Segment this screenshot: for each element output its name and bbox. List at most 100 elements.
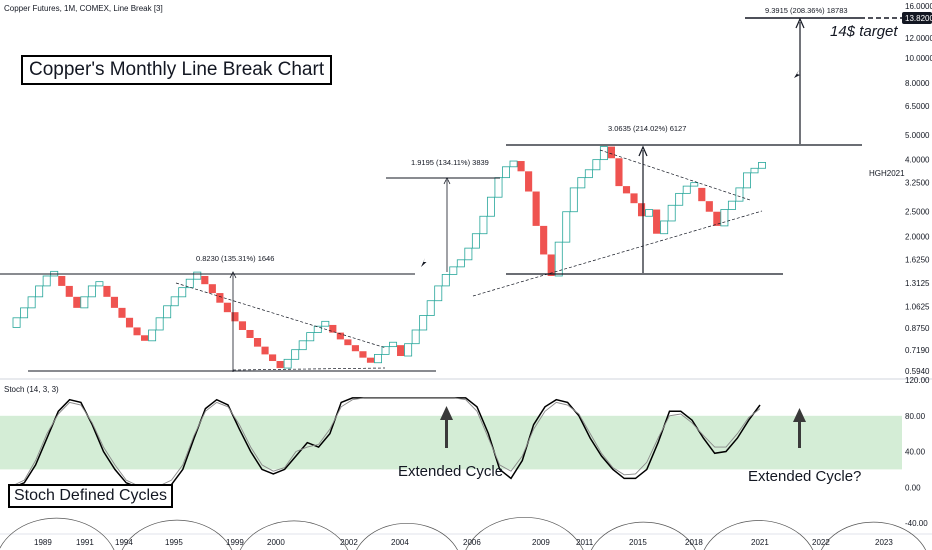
down-brick — [653, 209, 661, 234]
dashed-base-1 — [232, 367, 386, 371]
time-tick-label: 2022 — [812, 538, 830, 547]
last-price-tag — [902, 12, 932, 24]
cycle-arc — [465, 516, 584, 550]
up-brick — [486, 196, 495, 217]
stoch-tick-label: -40.00 — [905, 519, 928, 528]
up-brick — [434, 285, 443, 302]
price-tick-label: 10.0000 — [905, 54, 932, 63]
up-brick — [592, 159, 601, 171]
up-brick — [479, 215, 488, 235]
up-brick — [306, 332, 315, 342]
down-brick — [276, 361, 284, 369]
up-brick — [374, 353, 382, 364]
arrow-up-icon — [440, 406, 453, 420]
down-brick — [540, 225, 548, 255]
up-brick — [95, 281, 104, 287]
down-brick — [269, 354, 277, 362]
up-brick — [562, 211, 571, 243]
down-brick — [517, 161, 525, 172]
up-brick — [502, 166, 510, 179]
cycle-arc — [121, 519, 233, 550]
dashed-down-1 — [175, 282, 387, 349]
up-brick — [456, 259, 465, 268]
up-brick — [449, 266, 458, 275]
up-brick — [509, 160, 518, 168]
symbol-header: Copper Futures, 1M, COMEX, Line Break [3… — [4, 4, 163, 13]
up-brick — [758, 162, 766, 169]
price-tick-label: 0.8750 — [905, 324, 930, 333]
down-brick — [58, 275, 66, 286]
pointer-icon — [421, 258, 427, 267]
down-brick — [231, 312, 239, 322]
time-tick-label: 2018 — [685, 538, 703, 547]
up-brick — [42, 275, 51, 287]
down-brick — [336, 332, 344, 340]
up-brick — [494, 177, 503, 198]
up-brick — [660, 220, 669, 235]
up-brick — [298, 340, 307, 351]
down-brick — [125, 317, 134, 328]
up-brick — [441, 274, 450, 287]
measure-arrow-2 — [443, 177, 451, 185]
down-brick — [615, 158, 623, 187]
down-brick — [223, 302, 231, 313]
up-brick — [675, 192, 684, 206]
symbol-tag: HGH2021 — [869, 169, 905, 178]
up-brick — [27, 296, 36, 309]
cycle-arc — [239, 520, 349, 550]
down-brick — [110, 296, 119, 308]
up-brick — [155, 317, 164, 331]
down-brick — [261, 346, 269, 355]
up-brick — [35, 285, 44, 298]
down-brick — [607, 146, 615, 159]
price-tick-label: 5.0000 — [905, 131, 930, 140]
up-brick — [577, 177, 586, 189]
arrow-up-icon — [793, 408, 806, 422]
up-brick — [645, 209, 654, 217]
extended-cycle-question-label: Extended Cycle? — [748, 468, 861, 485]
down-brick — [351, 345, 359, 352]
down-brick — [366, 357, 375, 363]
down-brick — [73, 296, 81, 308]
annotation-text: 3.0635 (214.02%) 6127 — [608, 124, 686, 133]
up-brick — [381, 346, 390, 355]
target-label: 14$ target — [830, 23, 898, 40]
cycles-label: Stoch Defined Cycles — [8, 484, 173, 508]
down-brick — [713, 211, 721, 226]
time-tick-label: 2015 — [629, 538, 647, 547]
time-tick-label: 2023 — [875, 538, 893, 547]
stoch-tick-label: 0.00 — [905, 483, 921, 492]
price-tick-label: 0.5940 — [905, 367, 930, 376]
target-arrow — [795, 17, 805, 29]
price-tick-label: 12.0000 — [905, 34, 932, 43]
time-tick-label: 2000 — [267, 538, 285, 547]
cycle-arc — [590, 521, 697, 550]
up-brick — [743, 172, 751, 189]
up-brick — [426, 300, 435, 316]
price-tick-label: 1.3125 — [905, 279, 930, 288]
up-brick — [727, 200, 736, 210]
down-brick — [133, 327, 141, 336]
down-brick — [141, 335, 149, 341]
annotation-lines — [0, 17, 902, 372]
extended-cycle-label: Extended Cycle — [398, 463, 503, 480]
up-brick — [554, 241, 563, 277]
stoch-tick-label: 120.00 — [905, 376, 930, 385]
price-scale-bg — [902, 0, 932, 550]
up-brick — [411, 329, 420, 345]
down-brick — [201, 275, 209, 285]
down-brick — [118, 307, 126, 318]
up-brick — [584, 169, 593, 179]
annotation-text: 1.9195 (134.11%) 3839 — [411, 158, 489, 167]
stoch-band — [0, 415, 902, 470]
time-tick-label: 1999 — [226, 538, 244, 547]
up-brick — [404, 343, 413, 357]
down-brick — [208, 284, 216, 294]
down-brick — [622, 186, 631, 194]
down-brick — [359, 351, 367, 358]
down-brick — [630, 193, 638, 204]
down-brick — [246, 329, 254, 338]
up-brick — [735, 187, 744, 202]
down-brick — [329, 324, 337, 333]
price-tick-label: 2.5000 — [905, 208, 930, 217]
